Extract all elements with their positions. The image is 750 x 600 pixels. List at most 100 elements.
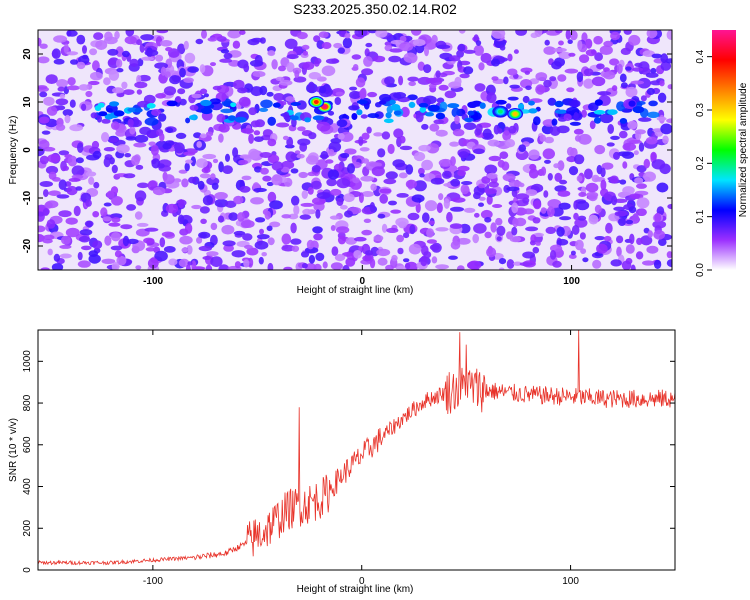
heatmap-cell	[218, 264, 230, 270]
heatmap-cell	[159, 132, 165, 142]
line-x-axis-label: Height of straight line (km)	[297, 584, 414, 595]
heatmap-cell	[353, 64, 359, 71]
heatmap-cell	[175, 132, 187, 139]
heatmap-cell	[383, 118, 394, 124]
heatmap-cell	[519, 262, 533, 267]
heatmap-cell	[311, 165, 321, 173]
heatmap-cell	[137, 58, 144, 67]
line-panel: -100 0 100 0 200 400 600 800 1000 Height of str…	[8, 329, 676, 595]
heatmap-cell	[47, 154, 61, 163]
heatmap-cell	[294, 70, 300, 79]
heatmap-cell	[522, 251, 535, 259]
heatmap-cell	[112, 87, 124, 94]
heatmap-cell	[553, 47, 567, 53]
heatmap-cell	[125, 30, 135, 37]
heatmap-cell	[88, 80, 100, 86]
heatmap-cell	[124, 36, 137, 45]
heatmap-cell	[600, 167, 606, 178]
heatmap-cell	[41, 130, 51, 135]
heatmap-cell	[220, 49, 230, 54]
heatmap-cell	[325, 159, 334, 164]
heatmap-cell	[100, 207, 108, 217]
heatmap-cell	[543, 79, 552, 88]
heatmap-cell	[495, 217, 503, 226]
heatmap-cell	[633, 150, 639, 156]
heatmap-cell	[312, 226, 323, 234]
heatmap-cell	[620, 82, 628, 89]
heatmap-cell	[45, 165, 59, 175]
heatmap-cell	[301, 190, 308, 199]
line-y-tick-label: 800	[22, 394, 33, 411]
heatmap-cell	[302, 61, 315, 70]
heatmap-cell	[140, 34, 155, 41]
heatmap-cell	[319, 85, 327, 94]
heatmap-cell	[259, 37, 266, 44]
heatmap-cell	[336, 197, 344, 206]
heatmap-cell	[61, 235, 71, 245]
heatmap-cell	[183, 77, 194, 83]
heatmap-cell	[666, 118, 672, 124]
heatmap-cell	[585, 182, 599, 193]
heatmap-cell	[610, 31, 621, 41]
heatmap-cell	[253, 187, 267, 193]
heatmap-cell	[528, 149, 540, 160]
heatmap-cell	[197, 180, 205, 190]
heatmap-cell	[667, 203, 672, 210]
heatmap-cell	[404, 262, 411, 269]
heatmap-cell	[362, 255, 373, 262]
heatmap-cell	[327, 110, 335, 116]
heatmap-cell	[206, 131, 214, 137]
heatmap-cell	[625, 66, 632, 71]
heatmap-cell	[407, 94, 418, 101]
heatmap-cell	[505, 103, 512, 109]
heatmap-cell	[67, 77, 76, 86]
heatmap-cell	[361, 229, 373, 236]
heatmap-cell	[104, 235, 112, 246]
heatmap-cell	[576, 71, 584, 83]
heatmap-cell	[473, 148, 485, 155]
heatmap-cell	[135, 164, 144, 170]
heatmap-cell	[45, 200, 59, 209]
heatmap-cell	[191, 204, 202, 210]
heatmap-cell	[596, 63, 605, 70]
heatmap-cell	[360, 114, 368, 119]
heatmap-cell	[199, 173, 211, 179]
heatmap-cell	[322, 261, 328, 269]
heatmap-cell	[302, 208, 312, 216]
heatmap-cell	[121, 81, 128, 90]
heatmap-cell	[373, 132, 383, 137]
heatmap-cell	[533, 232, 544, 237]
heatmap-cell	[175, 96, 182, 103]
heatmap-cell	[377, 213, 386, 219]
heatmap-cell	[143, 94, 156, 105]
heatmap-cell	[111, 217, 121, 223]
heatmap-cell	[116, 255, 127, 266]
line-y-tick-label: 0	[22, 567, 33, 573]
heatmap-cell	[449, 141, 460, 147]
heatmap-cell	[607, 124, 614, 134]
heatmap-cell	[39, 139, 50, 150]
heatmap-cell	[297, 138, 311, 146]
heatmap-cell	[467, 101, 478, 109]
heatmap-cell	[361, 132, 370, 140]
heatmap-cell	[344, 148, 357, 155]
heatmap-cell	[134, 190, 147, 202]
heatmap-cell	[431, 256, 438, 264]
heatmap-cell	[107, 48, 119, 56]
heatmap-cell	[588, 214, 599, 225]
heatmap-x-tick-label: 0	[360, 276, 366, 287]
heatmap-cell	[578, 192, 587, 197]
heatmap-cell	[458, 30, 466, 34]
heatmap-cell	[403, 258, 410, 263]
heatmap-cell	[46, 219, 56, 229]
heatmap-cell	[354, 236, 367, 242]
heatmap-cell	[611, 195, 618, 206]
heatmap-cell	[563, 113, 572, 122]
heatmap-cell	[377, 257, 388, 266]
heatmap-cell	[134, 81, 148, 89]
heatmap-cell	[619, 73, 627, 83]
heatmap-cell	[369, 162, 383, 168]
heatmap-cell	[237, 87, 248, 94]
heatmap-cell	[351, 54, 362, 60]
